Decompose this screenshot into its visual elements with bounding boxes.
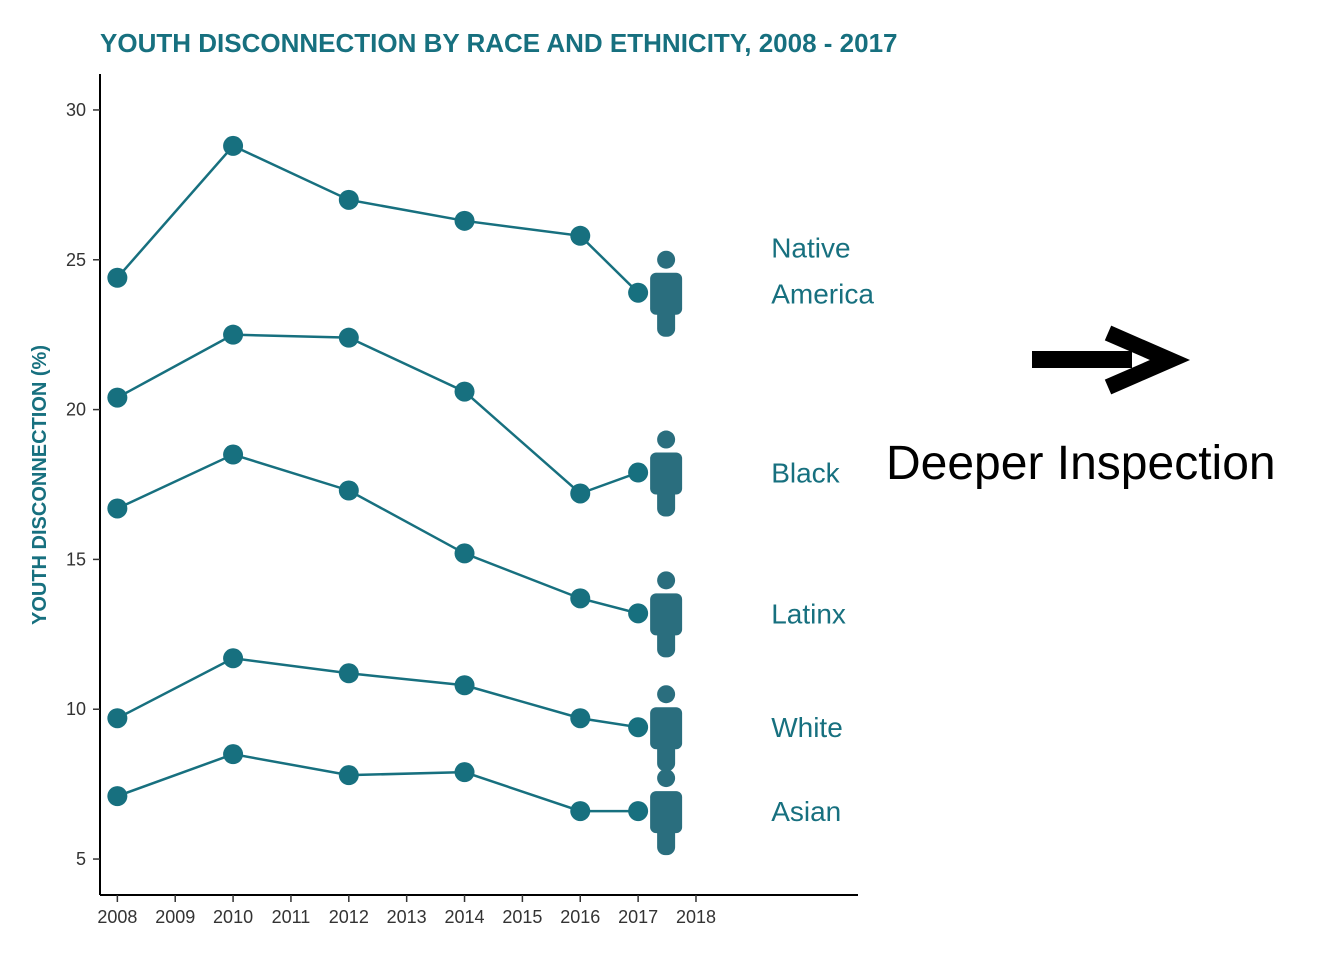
- series-4: [107, 744, 649, 822]
- series-layer: [107, 135, 649, 822]
- series-label: America: [771, 279, 874, 310]
- y-tick-label: 20: [66, 400, 86, 420]
- x-tick-label: 2018: [676, 907, 716, 927]
- data-point: [454, 675, 475, 696]
- series-0: [107, 135, 649, 303]
- y-tick-label: 10: [66, 699, 86, 719]
- person-icon: [650, 685, 683, 772]
- data-point: [338, 765, 359, 786]
- series-line: [116, 333, 639, 495]
- y-tick-label: 25: [66, 250, 86, 270]
- deeper-inspection-text: Deeper Inspection: [886, 437, 1276, 490]
- x-ticks: 2008 2009 2010 2011 2012 2013 2014 2015 2016 2017…: [97, 895, 716, 927]
- y-tick-label: 15: [66, 549, 86, 569]
- person-icon: [650, 769, 683, 856]
- x-tick-label: 2014: [445, 907, 485, 927]
- person-icon: [650, 571, 683, 658]
- series-1: [107, 324, 649, 504]
- x-tick-label: 2015: [502, 907, 542, 927]
- data-point: [338, 480, 359, 501]
- data-point: [223, 324, 244, 345]
- series-label: Asian: [771, 796, 841, 827]
- data-point: [107, 387, 128, 408]
- series-line: [116, 752, 639, 813]
- series-label: Native: [771, 233, 850, 264]
- y-tick-label: 30: [66, 100, 86, 120]
- x-tick-label: 2013: [387, 907, 427, 927]
- data-point: [107, 267, 128, 288]
- series-line: [116, 656, 639, 729]
- data-point: [223, 444, 244, 465]
- series-label: Black: [771, 458, 840, 489]
- data-point: [454, 210, 475, 231]
- data-point: [628, 603, 649, 624]
- person-icon: [650, 250, 683, 337]
- y-ticks: 5 10 15 20 25 30: [66, 100, 100, 869]
- x-tick-label: 2010: [213, 907, 253, 927]
- axes: [99, 74, 858, 896]
- data-point: [223, 744, 244, 765]
- data-point: [628, 282, 649, 303]
- data-point: [107, 498, 128, 519]
- y-axis-label: YOUTH DISCONNECTION (%): [29, 345, 51, 625]
- x-tick-label: 2012: [329, 907, 369, 927]
- data-point: [107, 708, 128, 729]
- x-tick-label: 2011: [272, 907, 311, 927]
- data-point: [338, 189, 359, 210]
- data-point: [570, 483, 591, 504]
- chart-title: YOUTH DISCONNECTION BY RACE AND ETHNICIT…: [100, 28, 898, 58]
- series-label: White: [771, 712, 843, 743]
- data-point: [570, 708, 591, 729]
- data-point: [223, 648, 244, 669]
- series-2: [107, 444, 649, 624]
- data-point: [628, 462, 649, 483]
- series-line: [116, 144, 639, 294]
- right-arrow-icon: [1032, 325, 1191, 395]
- data-point: [628, 717, 649, 738]
- data-point: [454, 381, 475, 402]
- x-tick-label: 2017: [618, 907, 658, 927]
- data-point: [570, 801, 591, 822]
- data-point: [570, 588, 591, 609]
- data-point: [338, 327, 359, 348]
- y-tick-label: 5: [76, 849, 86, 869]
- x-tick-label: 2016: [560, 907, 600, 927]
- x-tick-label: 2009: [155, 907, 195, 927]
- data-point: [454, 762, 475, 783]
- data-point: [570, 225, 591, 246]
- series-3: [107, 648, 649, 738]
- series-labels: Native America Black Latinx White Asian: [771, 233, 874, 827]
- data-point: [454, 543, 475, 564]
- data-point: [338, 663, 359, 684]
- icons-layer: [650, 250, 683, 856]
- data-point: [628, 801, 649, 822]
- x-tick-label: 2008: [97, 907, 137, 927]
- data-point: [223, 135, 244, 156]
- series-label: Latinx: [771, 598, 846, 629]
- data-point: [107, 786, 128, 807]
- deeper-inspection-annotation: Deeper Inspection: [886, 325, 1276, 490]
- person-icon: [650, 430, 683, 517]
- series-line: [116, 453, 639, 615]
